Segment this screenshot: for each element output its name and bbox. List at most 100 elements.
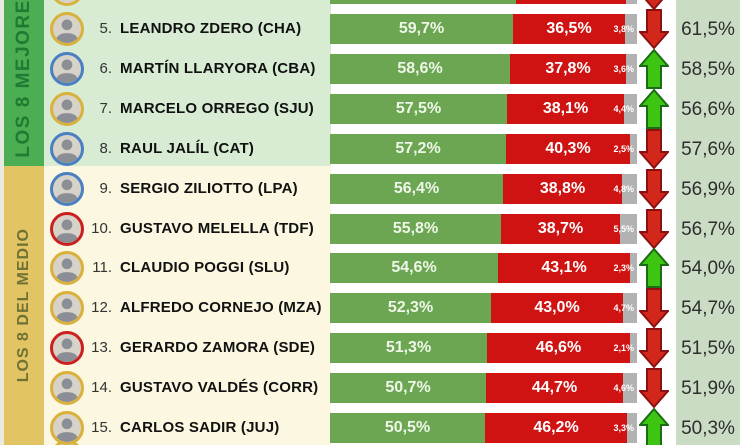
nsnc-segment [626,54,637,84]
table-row: 5. LEANDRO ZDERO (CHA) 59,7% 36,5% 3,8% 61,5% [0,9,740,49]
approval-bar: 57,2% 40,3% 2,5% [330,134,637,164]
previous-value: 58,5% [681,59,735,80]
governor-name: ALFREDO CORNEJO (MZA) [120,299,322,316]
negative-segment: 46,2% [485,413,627,443]
previous-value: 54,7% [681,298,735,319]
previous-value: 56,9% [681,179,735,200]
negative-segment: 38,1% [507,94,624,124]
positive-segment: 52,3% [330,293,491,323]
nsnc-value: 4,4% [613,104,634,114]
approval-bar: 58,6% 37,8% 3,6% [330,54,637,84]
governor-avatar [50,212,84,246]
rank-number: 14. [91,379,112,396]
governor-avatar [50,371,84,405]
nsnc-value: 4,6% [613,383,634,393]
approval-bar: 59,7% 36,5% 3,8% [330,14,637,44]
nsnc-segment [623,373,637,403]
governor-avatar [50,52,84,86]
rank-number: 10. [91,220,112,237]
previous-value-column [676,0,740,445]
table-row: 15. CARLOS SADIR (JUJ) 50,5% 46,2% 3,3% 50,3% [0,408,740,445]
positive-segment: 56,4% [330,174,503,204]
governor-avatar [50,291,84,325]
governor-avatar [50,92,84,126]
negative-segment: 38,7% [501,214,620,244]
approval-bar: 55,8% 38,7% 5,5% [330,214,637,244]
nsnc-value: 4,8% [613,184,634,194]
positive-segment: 54,6% [330,253,498,283]
negative-segment: 40,3% [506,134,630,164]
rank-number: 13. [91,339,112,356]
cropped-trend-down-icon [644,0,664,10]
nsnc-segment [630,333,637,363]
table-row: 14. GUSTAVO VALDÉS (CORR) 50,7% 44,7% 4,6% 51… [0,368,740,408]
governor-name: GERARDO ZAMORA (SDE) [120,339,316,356]
table-row: 13. GERARDO ZAMORA (SDE) 51,3% 46,6% 2,1% 51,… [0,328,740,368]
positive-segment: 50,7% [330,373,486,403]
trend-down-icon [639,368,669,408]
governor-name: SERGIO ZILIOTTO (LPA) [120,180,298,197]
rank-number: 6. [99,60,112,77]
negative-segment: 44,7% [486,373,623,403]
nsnc-value: 2,3% [613,263,634,273]
nsnc-segment [622,174,637,204]
nsnc-segment [624,94,637,124]
negative-segment: 38,8% [503,174,622,204]
governor-name: CARLOS SADIR (JUJ) [120,419,280,436]
positive-segment: 57,2% [330,134,506,164]
positive-segment: 59,7% [330,14,513,44]
nsnc-segment [630,134,637,164]
governor-name: GUSTAVO VALDÉS (CORR) [120,379,319,396]
previous-value: 56,7% [681,219,735,240]
trend-up-icon [639,89,669,129]
trend-up-icon [639,248,669,288]
left-edge-strip [0,0,4,445]
rank-number: 12. [91,299,112,316]
governor-avatar [50,172,84,206]
negative-segment: 43,0% [491,293,623,323]
positive-segment: 51,3% [330,333,487,363]
table-row: 7. MARCELO ORREGO (SJU) 57,5% 38,1% 4,4% 56,6… [0,89,740,129]
table-row: 8. RAUL JALÍL (CAT) 57,2% 40,3% 2,5% 57,6% [0,129,740,169]
rank-number: 15. [91,419,112,436]
rank-number: 8. [99,140,112,157]
governor-avatar [50,411,84,445]
nsnc-value: 4,7% [613,303,634,313]
rank-number: 9. [99,180,112,197]
approval-bar: 56,4% 38,8% 4,8% [330,174,637,204]
governor-name: GUSTAVO MELELLA (TDF) [120,220,314,237]
governor-name: LEANDRO ZDERO (CHA) [120,20,302,37]
approval-bar: 54,6% 43,1% 2,3% [330,253,637,283]
section-label-bottom: LOS 8 DEL MEDIO [4,166,44,445]
nsnc-segment [625,14,637,44]
table-row: 10. GUSTAVO MELELLA (TDF) 55,8% 38,7% 5,5% 56… [0,209,740,249]
trend-down-icon [639,209,669,249]
rank-number: 11. [92,259,112,276]
nsnc-value: 2,1% [613,343,634,353]
governor-name: RAUL JALÍL (CAT) [120,140,255,157]
nsnc-value: 3,6% [613,64,634,74]
governor-avatar [50,331,84,365]
previous-value: 54,0% [681,258,735,279]
previous-value: 56,6% [681,99,735,120]
bottom-section-background [44,166,331,445]
table-row: 6. MARTÍN LLARYORA (CBA) 58,6% 37,8% 3,6% 58,… [0,49,740,89]
negative-segment: 36,5% [513,14,625,44]
governor-name: MARCELO ORREGO (SJU) [120,100,315,117]
rank-number: 5. [99,20,112,37]
nsnc-segment [623,293,637,323]
positive-segment: 58,6% [330,54,510,84]
previous-value: 61,5% [681,19,735,40]
table-row: 9. SERGIO ZILIOTTO (LPA) 56,4% 38,8% 4,8% 56,… [0,169,740,209]
table-row: 12. ALFREDO CORNEJO (MZA) 52,3% 43,0% 4,7% 54… [0,288,740,328]
governor-avatar [50,12,84,46]
nsnc-value: 2,5% [613,144,634,154]
positive-segment: 50,5% [330,413,485,443]
approval-bar: 57,5% 38,1% 4,4% [330,94,637,124]
approval-bar: 51,3% 46,6% 2,1% [330,333,637,363]
trend-down-icon [639,9,669,49]
trend-down-icon [639,328,669,368]
previous-value: 51,9% [681,378,735,399]
nsnc-value: 5,5% [613,224,634,234]
nsnc-segment [620,214,637,244]
